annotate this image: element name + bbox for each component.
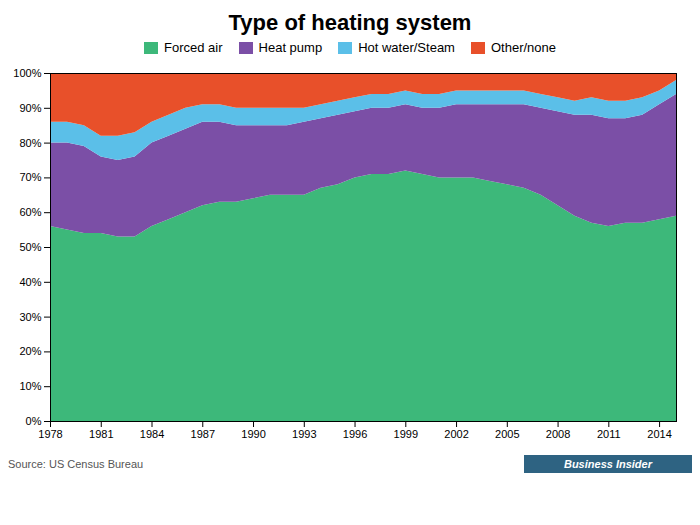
svg-text:1981: 1981 (89, 428, 113, 440)
html-text:Other/none: Other/none (491, 40, 556, 55)
svg-text:1987: 1987 (191, 428, 215, 440)
svg-text:1996: 1996 (343, 428, 367, 440)
html-text:Forced air: Forced air (164, 40, 223, 55)
svg-text:10%: 10% (19, 380, 41, 392)
svg-text:100%: 100% (13, 67, 41, 79)
svg-text:50%: 50% (19, 241, 41, 253)
svg-text:90%: 90% (19, 102, 41, 114)
svg-text:2008: 2008 (546, 428, 570, 440)
svg-text:2011: 2011 (597, 428, 621, 440)
svg-text:70%: 70% (19, 171, 41, 183)
svg-text:2014: 2014 (647, 428, 671, 440)
svg-text:20%: 20% (19, 345, 41, 357)
svg-text:40%: 40% (19, 276, 41, 288)
svg-text:1978: 1978 (38, 428, 62, 440)
html-text:Heat pump: Heat pump (258, 40, 323, 55)
svg-text:2002: 2002 (444, 428, 468, 440)
svg-text:30%: 30% (19, 311, 41, 323)
svg-text:1990: 1990 (241, 428, 265, 440)
svg-text:0%: 0% (26, 415, 42, 427)
svg-text:60%: 60% (19, 206, 41, 218)
svg-text:1984: 1984 (140, 428, 164, 440)
svg-text:1993: 1993 (292, 428, 316, 440)
html-text:Business Insider: Business Insider (564, 458, 652, 470)
svg-text:1999: 1999 (394, 428, 418, 440)
html-text:Source: US Census Bureau: Source: US Census Bureau (8, 458, 144, 470)
html-text:Type of heating system: Type of heating system (228, 10, 472, 35)
svg-text:80%: 80% (19, 137, 41, 149)
html-text:Hot water/Steam: Hot water/Steam (358, 40, 455, 55)
svg-text:2005: 2005 (495, 428, 519, 440)
